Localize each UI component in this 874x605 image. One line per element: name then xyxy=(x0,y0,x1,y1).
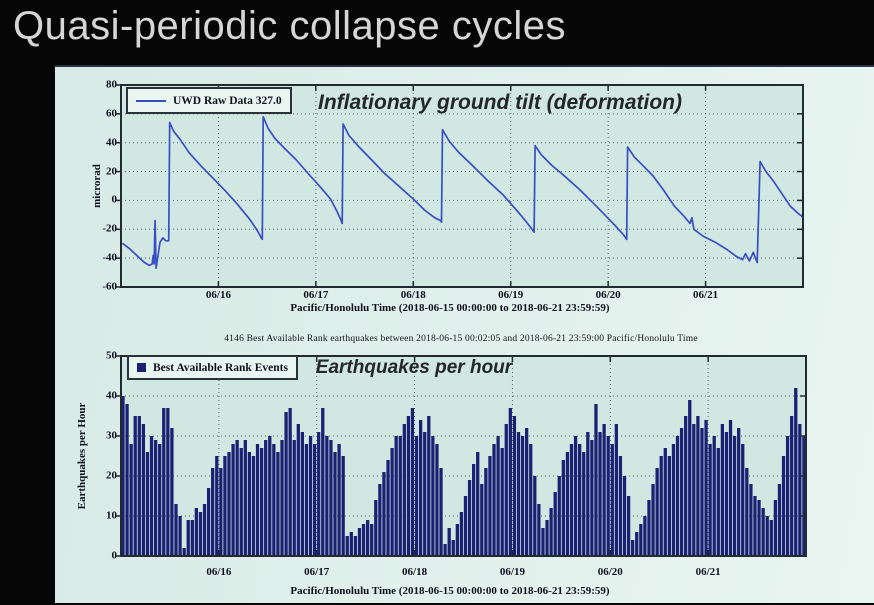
grid-lines xyxy=(121,356,806,556)
legend-square-swatch-icon xyxy=(137,363,146,372)
quake-plot xyxy=(115,355,807,557)
quake-legend-label: Best Available Rank Events xyxy=(153,361,288,374)
tilt-legend-label: UWD Raw Data 327.0 xyxy=(173,94,282,107)
quake-legend: Best Available Rank Events xyxy=(127,355,298,380)
tilt-y-axis-label: microrad xyxy=(91,164,103,208)
slide-title: Quasi-periodic collapse cycles xyxy=(13,4,567,48)
plot-background xyxy=(121,356,806,556)
quake-bars xyxy=(121,388,806,556)
tilt-line-series xyxy=(122,115,803,270)
quake-x-axis-label: Pacific/Honolulu Time (2018-06-15 00:00:… xyxy=(290,585,610,597)
tilt-legend: UWD Raw Data 327.0 xyxy=(126,87,292,114)
quake-chart-caption: 4146 Best Available Rank earthquakes bet… xyxy=(224,334,698,344)
grid-lines xyxy=(121,85,803,287)
tilt-x-axis-label: Pacific/Honolulu Time (2018-06-15 00:00:… xyxy=(290,302,610,314)
tilt-overlay-title: Inflationary ground tilt (deformation) xyxy=(318,91,682,114)
quake-y-axis-label: Earthquakes per Hour xyxy=(76,402,88,510)
plot-frame xyxy=(120,84,804,288)
plot-frame xyxy=(120,355,807,557)
quake-overlay-title: Earthquakes per hour xyxy=(315,357,513,378)
plot-background xyxy=(121,85,803,287)
tilt-plot xyxy=(115,84,804,288)
legend-line-sample-icon xyxy=(136,99,166,102)
